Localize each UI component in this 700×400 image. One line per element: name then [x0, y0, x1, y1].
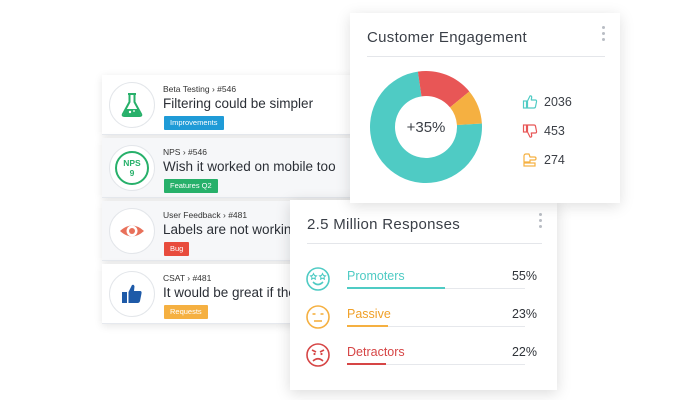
responses-card: 2.5 Million Responses Promoters 55% Pass…	[290, 200, 557, 390]
feedback-tag[interactable]: Features Q2	[164, 179, 218, 193]
promoters-row: Promoters 55%	[305, 266, 537, 297]
feedback-text: Wish it worked on mobile too	[163, 159, 336, 174]
feedback-tag[interactable]: Bug	[164, 242, 190, 256]
feedback-source: NPS › #546	[163, 147, 207, 157]
nps-score: 9	[130, 168, 135, 178]
eye-icon	[109, 208, 155, 254]
dislikes-count: 453	[544, 123, 565, 138]
likes-stat: 2036	[522, 87, 572, 116]
nps-label: NPS	[123, 158, 141, 168]
detractors-row: Detractors 22%	[305, 342, 537, 373]
donut-slice-dislikes	[417, 71, 470, 108]
thumbs-down-icon	[522, 123, 538, 138]
row-label: Passive	[347, 307, 391, 321]
feedback-text: Labels are not working	[163, 222, 299, 237]
more-options-icon[interactable]	[602, 26, 606, 44]
customer-engagement-card: Customer Engagement +35% 2036 453 2	[350, 13, 620, 203]
donut-slice-likes	[370, 71, 482, 183]
thumbs-up-icon	[109, 271, 155, 317]
dislikes-stat: 453	[522, 116, 572, 145]
neutral-face-icon	[305, 304, 331, 335]
donut-slice-neutral	[449, 91, 482, 126]
row-value: 23%	[511, 307, 537, 321]
neutral-count: 274	[544, 152, 565, 167]
star-eyes-face-icon	[305, 266, 331, 297]
feedback-text: Filtering could be simpler	[163, 96, 314, 111]
row-bar	[347, 325, 388, 327]
row-value: 22%	[511, 345, 537, 359]
passive-row: Passive 23%	[305, 304, 537, 335]
row-label: Detractors	[347, 345, 405, 359]
nps-badge-icon: NPS 9	[109, 145, 155, 191]
feedback-tag[interactable]: Requests	[164, 305, 208, 319]
divider	[307, 243, 542, 244]
neutral-stat: 274	[522, 145, 572, 174]
row-bar	[347, 363, 387, 365]
row-track	[347, 363, 525, 365]
flask-icon	[109, 82, 155, 128]
thumbs-sideways-icon	[523, 152, 537, 167]
row-value: 55%	[511, 269, 537, 283]
feedback-source: Beta Testing › #546	[163, 84, 237, 94]
donut-center-label: +35%	[407, 119, 446, 136]
feedback-source: User Feedback › #481	[163, 210, 248, 220]
row-label: Promoters	[347, 269, 405, 283]
engagement-stats: 2036 453 274	[522, 87, 572, 174]
more-options-icon[interactable]	[539, 213, 543, 231]
thumbs-up-icon	[522, 94, 538, 109]
engagement-title: Customer Engagement	[367, 29, 527, 46]
feedback-text: It would be great if the	[163, 285, 296, 300]
responses-title: 2.5 Million Responses	[307, 216, 461, 233]
row-track	[347, 287, 525, 289]
feedback-source: CSAT › #481	[163, 273, 212, 283]
likes-count: 2036	[544, 94, 572, 109]
divider	[367, 56, 605, 57]
row-bar	[347, 287, 445, 289]
row-track	[347, 325, 525, 327]
feedback-tag[interactable]: Improvements	[164, 116, 224, 130]
engagement-donut-chart: +35%	[370, 71, 482, 183]
angry-face-icon	[305, 342, 331, 373]
